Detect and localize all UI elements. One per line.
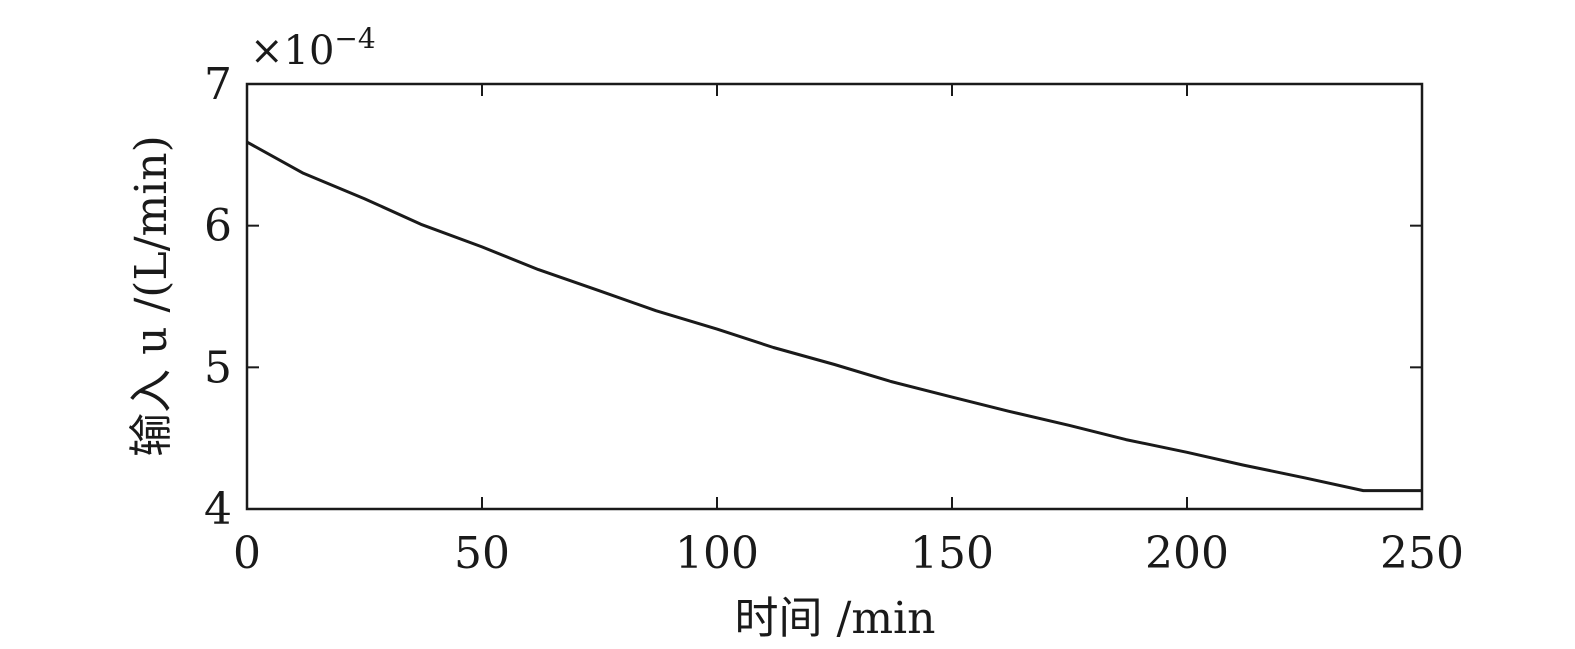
x-tick-label: 200	[1145, 528, 1229, 579]
x-tick-label: 150	[910, 528, 994, 579]
x-tick-label: 50	[454, 528, 510, 579]
x-tick-label: 100	[675, 528, 759, 579]
y-tick-label: 5	[204, 342, 232, 393]
series-layer	[246, 140, 1422, 493]
x-tick-label: 250	[1380, 528, 1464, 579]
y-tick-label: 7	[204, 59, 232, 110]
y-axis: 4 5 6 7	[204, 59, 1422, 535]
y-tick-label: 6	[204, 201, 232, 252]
y-axis-multiplier: ×10−4	[250, 22, 376, 74]
y-tick-label: 4	[204, 484, 232, 535]
x-axis: 0 50 100 150 200 250	[233, 84, 1464, 579]
plot-area	[245, 82, 1424, 511]
x-tick-label: 0	[233, 528, 261, 579]
y-axis-multiplier-exponent: −4	[334, 22, 375, 55]
plot-border	[245, 82, 1424, 511]
series-line-0	[246, 140, 1422, 493]
x-axis-title: 时间 /min	[735, 593, 936, 644]
y-axis-title: 输入 u /(L/min)	[126, 135, 177, 457]
y-axis-multiplier-base: ×10	[250, 28, 334, 74]
